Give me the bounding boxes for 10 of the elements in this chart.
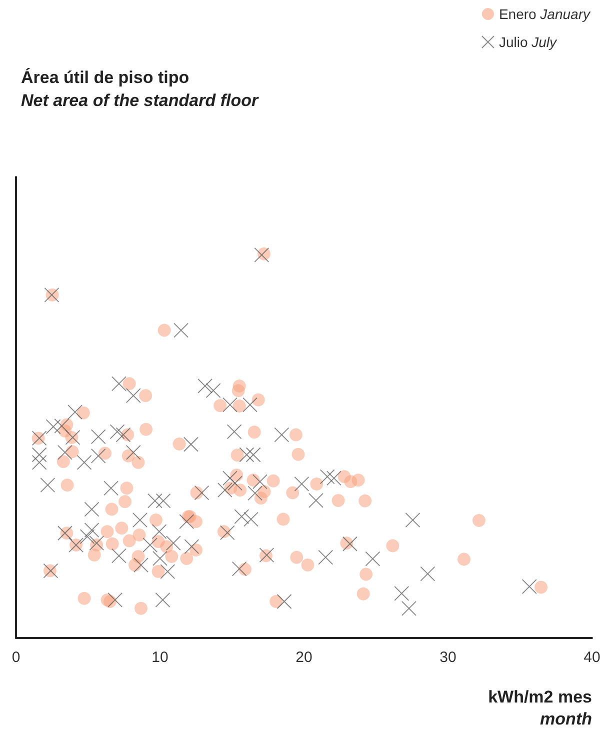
chart-title: Área útil de piso tipo (21, 67, 190, 87)
legend-label: Julio July (498, 34, 558, 50)
x-tick-label: 0 (12, 649, 20, 666)
legend-label: Enero January (498, 6, 591, 22)
x-tick-label: 30 (440, 649, 456, 666)
x-tick-label: 40 (584, 649, 600, 666)
chart-subtitle: Net area of the standard floor (21, 91, 260, 110)
x-axis-title: kWh/m2 mes month (488, 688, 592, 728)
x-tick-label: 10 (152, 649, 168, 666)
x-tick-label: 20 (296, 649, 312, 666)
